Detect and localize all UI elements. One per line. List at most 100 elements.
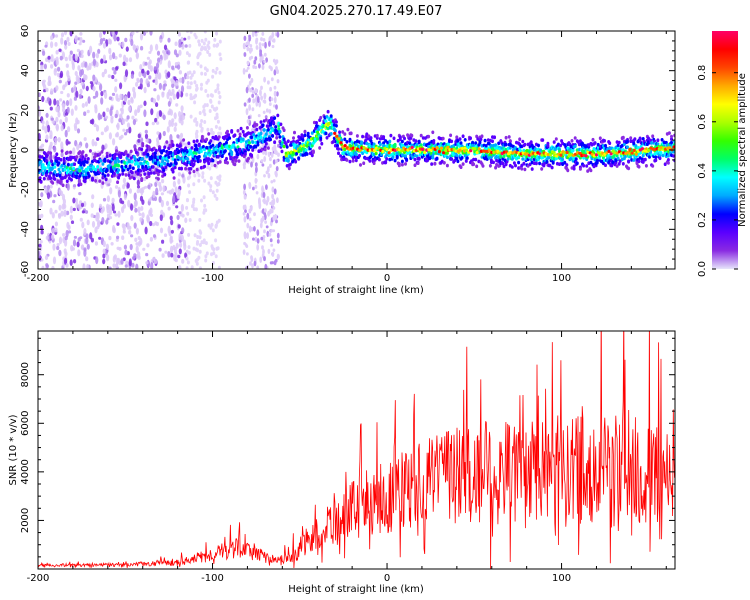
heatmap-noise-cell (92, 74, 96, 81)
heatmap-ridge-cell (494, 165, 498, 170)
heatmap-noise-cell (166, 91, 170, 100)
heatmap-noise-cell (197, 39, 201, 44)
heatmap-ridge-cell (250, 153, 254, 158)
heatmap-noise-cell (58, 48, 62, 52)
heatmap-ridge-cell (116, 180, 120, 184)
heatmap-noise-cell (218, 52, 222, 57)
heatmap-noise-cell (168, 119, 172, 128)
heatmap-noise-cell (124, 95, 128, 103)
heatmap-ridge-cell (124, 151, 128, 155)
heatmap-ridge-cell (173, 158, 177, 162)
heatmap-noise-cell (259, 89, 262, 96)
heatmap-noise-cell (209, 93, 213, 98)
heatmap-noise-cell (248, 73, 251, 79)
heatmap-ridge-cell (627, 160, 631, 164)
heatmap-ridge-cell (99, 159, 103, 163)
heatmap-noise-cell (181, 227, 185, 234)
heatmap-ridge-cell (561, 157, 565, 162)
heatmap-noise-cell (169, 109, 173, 116)
colorbar-tick-label: 0.6 (697, 114, 708, 130)
heatmap-noise-cell (124, 37, 128, 43)
heatmap-noise-cell (203, 31, 207, 34)
heatmap-ridge-cell (144, 164, 148, 169)
heatmap-ridge-cell (431, 130, 435, 135)
colorbar-label: Normalized spectral amplitude (737, 73, 748, 227)
colorbar-strip (712, 31, 738, 269)
heatmap-ridge-cell (49, 176, 53, 180)
heatmap-noise-cell (263, 229, 266, 234)
heatmap-noise-cell (273, 85, 277, 90)
heatmap-noise-cell (46, 97, 50, 102)
heatmap-noise-cell (246, 252, 249, 256)
heatmap-noise-cell (255, 38, 258, 45)
heatmap-ridge-cell (275, 136, 279, 140)
heatmap-noise-cell (135, 227, 139, 235)
heatmap-ridge-cell (211, 143, 215, 148)
heatmap-noise-cell (74, 198, 78, 203)
heatmap-noise-cell (125, 128, 129, 133)
heatmap-ridge-cell (644, 164, 648, 168)
heatmap-ridge-cell (121, 172, 125, 176)
heatmap-noise-cell (102, 37, 106, 42)
heatmap-ridge-cell (498, 158, 502, 163)
heatmap-ridge-cell (259, 120, 263, 124)
heatmap-ridge-cell (391, 155, 395, 159)
heatmap-noise-cell (169, 236, 173, 244)
heatmap-ridge-cell (167, 155, 171, 159)
heatmap-noise-cell (163, 83, 167, 87)
heatmap-noise-cell (128, 258, 132, 267)
heatmap-ridge-cell (187, 141, 191, 145)
heatmap-noise-cell (64, 235, 68, 241)
heatmap-noise-cell (116, 36, 120, 42)
heatmap-noise-cell (97, 219, 101, 228)
heatmap-ridge-cell (332, 136, 336, 141)
heatmap-noise-cell (178, 43, 182, 48)
heatmap-noise-cell (185, 92, 189, 97)
heatmap-ridge-cell (354, 158, 358, 163)
heatmap-ridge-cell (230, 152, 234, 156)
heatmap-ridge-cell (264, 118, 268, 122)
heatmap-noise-cell (124, 249, 128, 256)
heatmap-noise-cell (133, 192, 137, 201)
heatmap-ridge-cell (112, 172, 116, 176)
y-tick-label: 40 (20, 64, 31, 77)
heatmap-ridge-cell (108, 153, 112, 157)
heatmap-noise-cell (243, 183, 247, 191)
heatmap-ridge-cell (114, 159, 117, 164)
heatmap-noise-cell (89, 232, 93, 240)
heatmap-ridge-cell (203, 147, 206, 152)
heatmap-noise-cell (242, 249, 246, 256)
heatmap-noise-cell (174, 186, 178, 194)
heatmap-noise-cell (137, 255, 141, 260)
heatmap-noise-cell (76, 48, 80, 53)
heatmap-ridge-cell (310, 153, 314, 158)
heatmap-ridge-cell (217, 135, 221, 139)
heatmap-noise-cell (258, 199, 261, 206)
heatmap-noise-cell (49, 130, 53, 138)
heatmap-noise-cell (49, 207, 53, 215)
heatmap-noise-cell (174, 122, 178, 127)
heatmap-noise-cell (132, 91, 137, 99)
heatmap-ridge-cell (53, 170, 57, 174)
heatmap-ridge-cell (137, 164, 140, 169)
heatmap-noise-cell (53, 146, 57, 153)
heatmap-noise-cell (254, 178, 258, 183)
heatmap-noise-cell (186, 85, 190, 90)
heatmap-noise-cell (60, 90, 64, 95)
heatmap-noise-cell (188, 70, 192, 75)
heatmap-noise-cell (45, 235, 49, 240)
heatmap-noise-cell (269, 86, 272, 92)
heatmap-ridge-cell (523, 142, 527, 147)
heatmap-ridge-cell (489, 160, 493, 164)
heatmap-noise-cell (255, 45, 259, 50)
heatmap-noise-cell (83, 228, 87, 236)
heatmap-ridge-cell (159, 155, 162, 159)
heatmap-noise-cell (92, 58, 96, 66)
heatmap-noise-cell (58, 236, 63, 245)
heatmap-ridge-cell (617, 162, 621, 166)
heatmap-noise-cell (102, 253, 106, 259)
heatmap-core-cell (640, 147, 645, 151)
heatmap-noise-cell (205, 80, 209, 85)
